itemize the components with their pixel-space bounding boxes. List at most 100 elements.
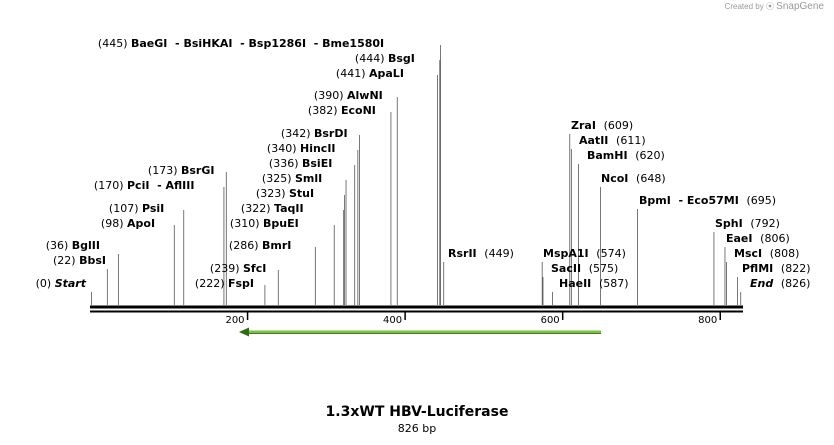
site-name: HaeII <box>559 277 599 290</box>
site-label-bsrdi[interactable]: (342) BsrDI <box>281 127 348 140</box>
site-label-bglii[interactable]: (36) BglII <box>46 239 100 252</box>
site-name: ZraI <box>571 119 604 132</box>
luciferase-feature[interactable] <box>239 327 601 337</box>
site-label-end[interactable]: End (826) <box>750 277 810 290</box>
site-position: (808) <box>770 247 800 260</box>
site-position: (239) <box>210 262 243 275</box>
site-label-pflmi[interactable]: PflMI (822) <box>742 262 811 275</box>
site-name: AlwNI <box>347 89 383 102</box>
site-label-sfci[interactable]: (239) SfcI <box>210 262 266 275</box>
site-name: PsiI <box>142 202 164 215</box>
ruler-ticks: 200 400 600 800 <box>225 311 721 326</box>
site-label-bsgi[interactable]: (444) BsgI <box>355 52 415 65</box>
site-label-bamhi[interactable]: BamHI (620) <box>587 149 665 162</box>
site-name: BpuEI <box>263 217 299 230</box>
snapgene-credit: Created by ⦿ SnapGene <box>725 1 824 12</box>
site-label-apoi[interactable]: (98) ApoI <box>101 217 155 230</box>
site-label-haeii[interactable]: HaeII (587) <box>559 277 629 290</box>
site-label-baegi-bsihkai-bsp1286i-bme1580i[interactable]: (445) BaeGI - BsiHKAI - Bsp1286I - Bme15… <box>98 37 384 50</box>
site-label-pcii-afliii[interactable]: (170) PciI - AflIII <box>94 179 195 192</box>
luciferase-arrow-head <box>239 327 249 337</box>
site-position: (170) <box>94 179 127 192</box>
site-label-econi[interactable]: (382) EcoNI <box>308 104 376 117</box>
site-position: (609) <box>604 119 634 132</box>
site-name: AatII <box>579 134 616 147</box>
site-position: (36) <box>46 239 72 252</box>
site-position: (286) <box>229 239 262 252</box>
site-position: (444) <box>355 52 388 65</box>
site-name: BaeGI - BsiHKAI - Bsp1286I - Bme1580I <box>131 37 384 50</box>
site-position: (695) <box>746 194 776 207</box>
site-name: SmlI <box>295 172 322 185</box>
snapgene-logo-icon: ⦿ <box>765 2 774 11</box>
site-label-bsrgi[interactable]: (173) BsrGI <box>148 164 215 177</box>
site-position: (310) <box>230 217 263 230</box>
site-position: (340) <box>267 142 300 155</box>
site-label-taqii[interactable]: (322) TaqII <box>241 202 304 215</box>
site-position: (620) <box>635 149 665 162</box>
site-position: (325) <box>262 172 295 185</box>
credit-prefix: Created by <box>724 2 764 11</box>
site-label-ncoi[interactable]: NcoI (648) <box>601 172 666 185</box>
site-name: BsgI <box>388 52 415 65</box>
site-label-bpmi-eco57mi[interactable]: BpmI - Eco57MI (695) <box>639 194 776 207</box>
site-label-bpuei[interactable]: (310) BpuEI <box>230 217 299 230</box>
site-label-mspa1i[interactable]: MspA1I (574) <box>543 247 626 260</box>
site-name: PciI - AflIII <box>127 179 194 192</box>
site-label-psii[interactable]: (107) PsiI <box>109 202 164 215</box>
site-label-bsiei[interactable]: (336) BsiEI <box>269 157 332 170</box>
site-position: (445) <box>98 37 131 50</box>
site-position: (382) <box>308 104 341 117</box>
site-label-bmri[interactable]: (286) BmrI <box>229 239 291 252</box>
site-name: RsrII <box>448 247 484 260</box>
site-name: BsrGI <box>181 164 214 177</box>
site-name: EcoNI <box>341 104 376 117</box>
site-position: (792) <box>750 217 780 230</box>
site-label-zrai[interactable]: ZraI (609) <box>571 119 633 132</box>
site-label-alwni[interactable]: (390) AlwNI <box>314 89 383 102</box>
site-position: (575) <box>589 262 619 275</box>
site-leader-lines <box>91 45 742 305</box>
site-name: FspI <box>228 277 254 290</box>
site-name: BsiEI <box>302 157 332 170</box>
site-position: (0) <box>36 277 55 290</box>
site-label-smli[interactable]: (325) SmlI <box>262 172 322 185</box>
site-name: Start <box>55 277 87 290</box>
site-position: (322) <box>241 202 274 215</box>
site-name: TaqII <box>274 202 304 215</box>
site-position: (806) <box>760 232 790 245</box>
site-label-msci[interactable]: MscI (808) <box>734 247 799 260</box>
site-name: NcoI <box>601 172 636 185</box>
site-position: (173) <box>148 164 181 177</box>
site-name: BmrI <box>262 239 291 252</box>
site-position: (611) <box>616 134 646 147</box>
site-label-hincii[interactable]: (340) HincII <box>267 142 336 155</box>
tick-label: 200 <box>225 315 244 326</box>
tick-label: 800 <box>698 315 717 326</box>
site-position: (222) <box>195 277 228 290</box>
site-name: BpmI - Eco57MI <box>639 194 746 207</box>
site-label-bbsi[interactable]: (22) BbsI <box>53 254 106 267</box>
site-label-stui[interactable]: (323) StuI <box>256 187 314 200</box>
site-name: BsrDI <box>314 127 348 140</box>
site-name: MspA1I <box>543 247 596 260</box>
site-name: EaeI <box>726 232 760 245</box>
site-label-start[interactable]: (0) Start <box>36 277 87 290</box>
site-label-fspi[interactable]: (222) FspI <box>195 277 254 290</box>
sequence-length: 826 bp <box>397 422 437 435</box>
site-position: (323) <box>256 187 289 200</box>
site-name: HincII <box>300 142 336 155</box>
site-label-rsrii[interactable]: RsrII (449) <box>448 247 514 260</box>
site-name: BbsI <box>79 254 106 267</box>
site-label-eaei[interactable]: EaeI (806) <box>726 232 790 245</box>
site-label-aatii[interactable]: AatII (611) <box>579 134 646 147</box>
site-position: (449) <box>484 247 514 260</box>
site-label-sphi[interactable]: SphI (792) <box>715 217 780 230</box>
site-name: SacII <box>551 262 589 275</box>
site-label-sacii[interactable]: SacII (575) <box>551 262 618 275</box>
site-position: (336) <box>269 157 302 170</box>
site-position: (587) <box>599 277 629 290</box>
site-position: (648) <box>636 172 666 185</box>
site-label-apali[interactable]: (441) ApaLI <box>336 67 404 80</box>
site-name: ApoI <box>127 217 155 230</box>
